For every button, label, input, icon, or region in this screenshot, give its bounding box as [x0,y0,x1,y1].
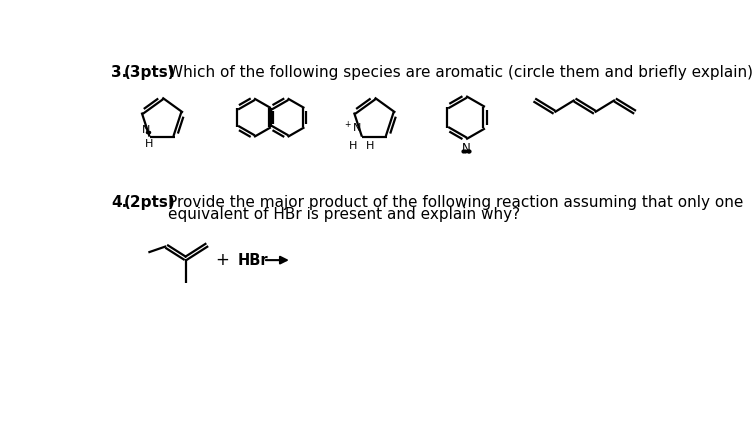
Text: H: H [365,141,373,151]
Text: (2pts): (2pts) [123,195,175,210]
Text: $^+$N: $^+$N [343,120,363,135]
Text: Which of the following species are aromatic (circle them and briefly explain):: Which of the following species are aroma… [168,65,753,80]
Text: HBr: HBr [237,253,268,267]
Text: equivalent of HBr is present and explain why?: equivalent of HBr is present and explain… [168,207,520,222]
Text: +: + [215,251,229,269]
Text: N: N [142,125,151,135]
Text: 3.: 3. [111,65,127,80]
Text: H: H [349,141,357,151]
Text: Provide the major product of the following reaction assuming that only one: Provide the major product of the followi… [168,195,743,210]
Text: (3pts): (3pts) [123,65,175,80]
Text: 4.: 4. [111,195,127,210]
Text: H: H [145,139,153,149]
Text: N: N [462,142,471,155]
